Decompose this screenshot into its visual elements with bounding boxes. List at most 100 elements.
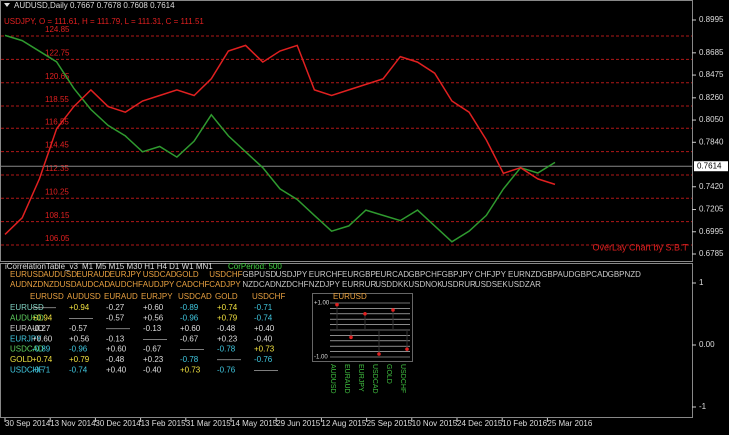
table-cell: +0.94 xyxy=(32,314,53,323)
pair-button: CADCHF xyxy=(176,280,209,289)
price-tick-label: 0.7205 xyxy=(699,205,724,214)
mini-tick-label: -1.00 xyxy=(314,355,328,361)
mini-dot xyxy=(349,335,353,340)
pair-button: USDSEK xyxy=(475,280,509,289)
table-cell: ——— xyxy=(69,314,93,323)
pair-button: AUDJPY xyxy=(143,280,175,289)
row-label: AUDUSD xyxy=(10,314,44,323)
price-tick-label: 0.6785 xyxy=(699,249,724,258)
table-header: AUDUSD xyxy=(67,292,101,301)
overlay-level-label: 116.55 xyxy=(45,117,69,126)
table-header: EURAUD xyxy=(104,292,138,301)
price-line xyxy=(4,34,556,243)
price-tick-label: 0.8685 xyxy=(699,48,724,57)
overlay-level-label: 120.65 xyxy=(45,72,70,81)
cor-period: CorPeriod: 500 xyxy=(228,262,282,271)
pair-button: USDNOK xyxy=(408,280,443,289)
row-label: USDCAD xyxy=(10,345,44,354)
table-cell: +0.74 xyxy=(217,303,238,312)
pair-button: EURUSD xyxy=(10,270,44,279)
price-tick-label: 0.7840 xyxy=(699,137,724,146)
date-label: 25 Sep 2015 xyxy=(367,419,413,428)
table-cell: -0.40 xyxy=(143,366,162,375)
pair-button: AUDCHF xyxy=(110,280,143,289)
price-tick-label: 0.8995 xyxy=(699,15,724,24)
table-cell: ——— xyxy=(254,366,278,375)
mini-dot xyxy=(335,302,339,307)
mini-frame xyxy=(312,293,413,362)
pair-button: GBPNZD xyxy=(608,270,642,279)
table-cell: -0.89 xyxy=(180,303,199,312)
indicator-tick-label: -1 xyxy=(699,402,707,411)
table-cell: +0.79 xyxy=(69,355,90,364)
overlay-level-label: 106.05 xyxy=(45,234,70,243)
pair-button: EURRUR xyxy=(342,280,376,289)
table-cell: +0.74 xyxy=(32,355,53,364)
table-cell: +0.40 xyxy=(254,324,275,333)
price-tick-label: 0.6995 xyxy=(699,227,724,236)
table-cell: +0.23 xyxy=(143,355,164,364)
date-label: 24 Dec 2015 xyxy=(457,419,503,428)
indicator-frame xyxy=(0,263,693,418)
date-label: 13 Feb 2015 xyxy=(141,419,186,428)
pair-button: USDCHF xyxy=(209,270,242,279)
table-cell: -0.76 xyxy=(217,366,236,375)
table-cell: -0.57 xyxy=(106,314,125,323)
price-tick-label: 0.8475 xyxy=(699,70,724,79)
table-cell: -0.57 xyxy=(69,324,88,333)
date-label: 13 Nov 2014 xyxy=(50,419,96,428)
pair-button: GBPJPY xyxy=(442,270,474,279)
table-cell: -0.78 xyxy=(217,345,236,354)
pair-button: AUDCAD xyxy=(76,280,110,289)
mini-label: USDCHF xyxy=(399,364,406,393)
indicator-tick-label: 0.00 xyxy=(699,340,715,349)
table-cell: ——— xyxy=(32,303,56,312)
row-label: EURAUD xyxy=(10,324,44,333)
mini-label: EURJPY xyxy=(357,364,364,392)
table-cell: -0.67 xyxy=(180,334,199,343)
table-cell: ——— xyxy=(143,334,167,343)
date-label: 14 May 2015 xyxy=(231,419,278,428)
table-cell: -0.71 xyxy=(254,303,273,312)
price-tick-label: 0.8260 xyxy=(699,93,724,102)
row-label: EURJPY xyxy=(10,334,42,343)
date-label: 30 Dec 2014 xyxy=(95,419,141,428)
overlay-level-label: 114.45 xyxy=(45,141,69,150)
mini-dot xyxy=(391,308,395,312)
pair-button: GOLD xyxy=(176,270,199,279)
table-cell: +0.79 xyxy=(217,314,238,323)
pair-button: CADJPY xyxy=(209,280,241,289)
pair-button: USDDKK xyxy=(375,280,409,289)
date-label: 10 Nov 2015 xyxy=(412,419,458,428)
table-cell: -0.76 xyxy=(254,355,273,364)
pair-button: EURJPY xyxy=(110,270,142,279)
table-header: USDCHF xyxy=(252,292,285,301)
row-label: GOLD xyxy=(10,355,33,364)
table-cell: -0.40 xyxy=(254,334,273,343)
table-cell: ——— xyxy=(106,324,130,333)
table-cell: +0.60 xyxy=(180,324,201,333)
overlay-level-label: 108.15 xyxy=(45,211,70,220)
row-label: EURUSD xyxy=(10,303,44,312)
pair-button: USDRUR xyxy=(442,280,476,289)
mini-label: GOLD xyxy=(385,364,392,384)
mini-title: EURUSD xyxy=(333,292,367,301)
table-cell: +0.23 xyxy=(217,334,238,343)
table-cell: -0.74 xyxy=(69,366,88,375)
date-label: 29 Jun 2015 xyxy=(276,419,321,428)
table-cell: -0.13 xyxy=(106,334,125,343)
table-header: EURJPY xyxy=(141,292,173,301)
pair-button: EURGBP xyxy=(342,270,376,279)
main-frame xyxy=(0,0,693,262)
row-label: USDCHF xyxy=(10,366,43,375)
date-label: 25 Mar 2016 xyxy=(547,419,592,428)
price-tick-label: 0.8050 xyxy=(699,115,724,124)
table-cell: +0.60 xyxy=(32,334,53,343)
pair-button: EURCHF xyxy=(309,270,342,279)
table-cell: -0.13 xyxy=(143,324,162,333)
mini-label: EURAUD xyxy=(343,364,350,394)
date-label: 10 Feb 2016 xyxy=(502,419,547,428)
table-cell: -0.78 xyxy=(180,355,199,364)
